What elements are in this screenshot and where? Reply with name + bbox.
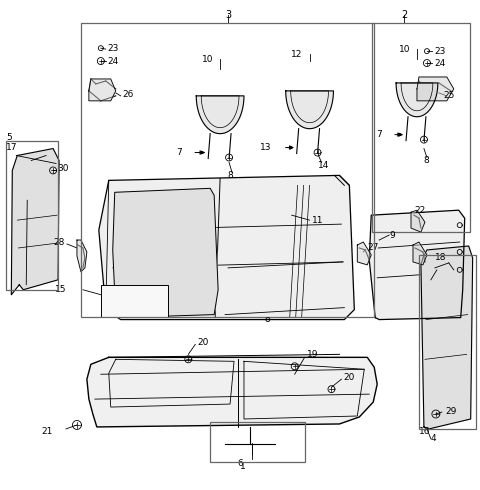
Polygon shape (369, 210, 465, 319)
Text: 28: 28 (54, 238, 65, 246)
Bar (372, 24, 469, 232)
Text: 29: 29 (446, 407, 457, 416)
Text: 15: 15 (55, 285, 66, 294)
Text: 4: 4 (431, 434, 436, 443)
Text: 14: 14 (318, 161, 329, 170)
Polygon shape (286, 91, 334, 129)
Text: 23: 23 (108, 44, 119, 52)
Text: 5: 5 (6, 133, 12, 142)
Text: 2: 2 (401, 10, 407, 21)
Text: 9: 9 (389, 231, 395, 240)
Bar (81, 24, 374, 317)
Text: 10: 10 (202, 54, 213, 64)
Text: 18: 18 (435, 253, 446, 263)
Text: 24: 24 (108, 56, 119, 66)
Text: 23: 23 (434, 47, 445, 56)
Text: 1: 1 (240, 462, 246, 471)
Polygon shape (87, 357, 377, 427)
Text: 26: 26 (123, 90, 134, 99)
Text: 12: 12 (291, 49, 302, 59)
Text: 16: 16 (419, 427, 431, 437)
Text: 8: 8 (423, 156, 429, 165)
Polygon shape (113, 188, 218, 318)
Text: 6: 6 (237, 459, 243, 468)
Text: 7: 7 (177, 148, 182, 157)
Polygon shape (396, 83, 438, 117)
Polygon shape (196, 96, 244, 134)
Text: 21: 21 (42, 427, 53, 437)
Polygon shape (411, 210, 425, 232)
Text: 20: 20 (197, 338, 209, 347)
Text: 24: 24 (434, 59, 445, 68)
Text: 17: 17 (6, 143, 18, 152)
Bar (210, 422, 305, 462)
Polygon shape (357, 242, 371, 265)
Text: 8: 8 (227, 171, 233, 180)
Bar (6, 141, 58, 290)
Text: 20: 20 (343, 373, 355, 382)
Polygon shape (77, 240, 87, 272)
Text: 30: 30 (57, 164, 69, 173)
Polygon shape (89, 79, 116, 101)
Polygon shape (421, 246, 473, 429)
Text: 7: 7 (376, 130, 382, 139)
Polygon shape (12, 148, 59, 294)
Text: 11: 11 (312, 216, 323, 224)
Bar (419, 255, 476, 429)
Text: 25: 25 (444, 91, 455, 100)
Text: 19: 19 (307, 350, 318, 359)
Text: 13: 13 (260, 143, 272, 152)
Text: 27: 27 (367, 244, 379, 252)
Polygon shape (413, 242, 427, 265)
Text: 10: 10 (398, 45, 410, 53)
Text: 3: 3 (225, 10, 231, 21)
Bar (101, 285, 168, 317)
Polygon shape (99, 175, 354, 319)
Polygon shape (417, 77, 454, 101)
Text: 22: 22 (414, 206, 425, 215)
